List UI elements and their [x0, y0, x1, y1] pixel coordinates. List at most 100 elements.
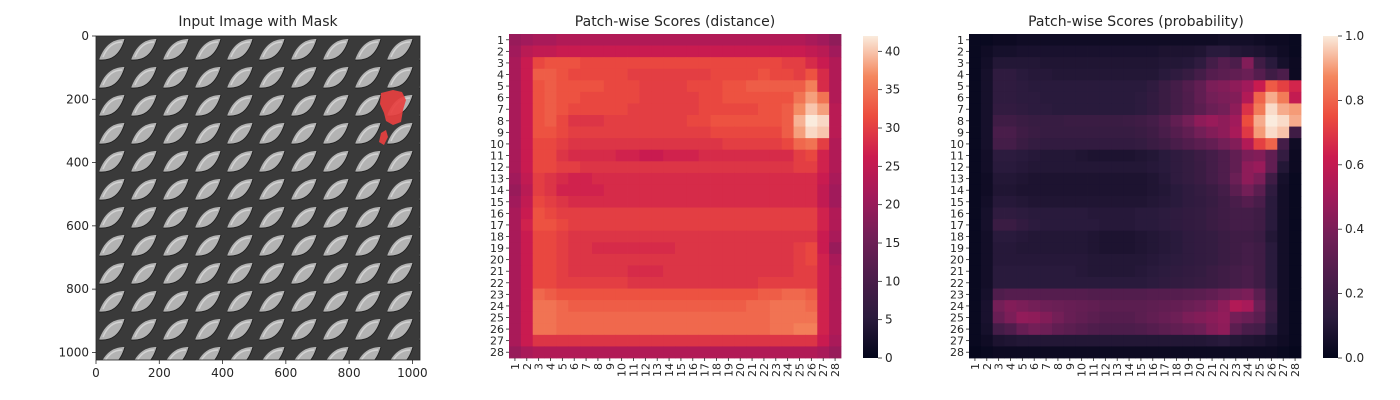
distance-cell [734, 149, 747, 162]
distance-cell [509, 196, 522, 208]
probability-cell [1087, 149, 1100, 162]
probability-ytick-label: 27 [950, 335, 964, 348]
probability-cell [1206, 161, 1219, 174]
probability-cell [1052, 57, 1065, 70]
probability-cell [1087, 230, 1100, 243]
image-xtick-label: 0 [92, 366, 100, 380]
distance-cell [520, 172, 534, 185]
probability-cell [1265, 126, 1278, 139]
probability-cell [1289, 311, 1302, 324]
probability-cell [1135, 265, 1148, 278]
distance-cell [603, 161, 617, 174]
probability-cell [1111, 207, 1124, 220]
probability-cell [1206, 288, 1219, 301]
distance-cell [544, 115, 557, 127]
probability-cell [1135, 149, 1148, 162]
probability-cell [1016, 138, 1029, 151]
probability-cell [1075, 300, 1088, 313]
distance-cell [509, 346, 522, 359]
probability-cell [1253, 115, 1266, 127]
probability-cell [1111, 288, 1124, 301]
distance-ytick-label: 17 [490, 219, 504, 232]
distance-xtick-label: 25 [794, 363, 807, 377]
probability-cell [1063, 149, 1077, 162]
image-ytick-label: 600 [66, 219, 89, 233]
probability-cell [1052, 68, 1065, 81]
probability-cell [1170, 253, 1183, 266]
anomaly-mask [379, 90, 406, 145]
probability-cell [1146, 184, 1160, 197]
distance-cell [675, 126, 688, 139]
probability-cell [1182, 346, 1195, 359]
probability-cell [1158, 161, 1171, 174]
distance-cell [734, 57, 747, 70]
distance-cell [544, 277, 557, 289]
probability-xtick-label: 6 [1028, 363, 1041, 370]
distance-cell [675, 230, 688, 243]
probability-cell [1146, 311, 1160, 324]
distance-cell [781, 277, 794, 289]
distance-cell [805, 172, 818, 185]
probability-cell [992, 300, 1005, 313]
distance-cell [592, 161, 605, 174]
probability-cell [1028, 346, 1041, 359]
probability-cell [1099, 115, 1112, 127]
image-ytick-label: 1000 [58, 345, 89, 359]
distance-ytick-label: 16 [490, 207, 504, 220]
distance-cell [544, 45, 557, 58]
distance-cell [746, 138, 759, 151]
probability-cell [1218, 68, 1231, 81]
distance-cell [686, 334, 700, 347]
probability-cell [1099, 103, 1112, 116]
probability-cell [969, 207, 982, 220]
probability-cell [1241, 346, 1254, 359]
distance-cell [544, 242, 557, 255]
distance-cell [710, 311, 723, 324]
probability-cell [1206, 265, 1219, 278]
distance-cell [758, 242, 771, 255]
distance-cell [651, 300, 664, 313]
probability-cell [1087, 277, 1100, 289]
probability-cell [1253, 242, 1266, 255]
distance-cell [793, 288, 806, 301]
distance-cell [556, 288, 569, 301]
probability-xtick-label: 14 [1123, 363, 1136, 377]
distance-cell [627, 103, 640, 116]
distance-cell [746, 346, 759, 359]
probability-cell [1229, 68, 1243, 81]
distance-cell [793, 57, 806, 70]
probability-cell [969, 277, 982, 289]
probability-cell [1241, 230, 1254, 243]
distance-cell [568, 34, 581, 46]
distance-cell [580, 334, 593, 347]
distance-cell [639, 253, 652, 266]
probability-cell [1004, 68, 1017, 81]
distance-xtick-label: 12 [639, 363, 652, 377]
distance-cell [627, 138, 640, 151]
probability-cell [1063, 184, 1077, 197]
distance-cell [817, 265, 830, 278]
probability-cell [969, 196, 982, 208]
distance-cell [592, 68, 605, 81]
probability-cell [1229, 230, 1243, 243]
probability-cell [1170, 196, 1183, 208]
probability-cell [1229, 115, 1243, 127]
distance-cell [793, 242, 806, 255]
distance-cell [520, 184, 534, 197]
distance-cell [817, 80, 830, 93]
probability-cell [1194, 334, 1207, 347]
probability-cell [1146, 207, 1160, 220]
distance-cell [627, 45, 640, 58]
probability-cell [1206, 346, 1219, 359]
distance-colorbar-tick-label: 0 [885, 351, 893, 365]
distance-cell [686, 138, 700, 151]
distance-cell [817, 277, 830, 289]
distance-ytick-label: 1 [497, 34, 504, 47]
probability-cell [1075, 80, 1088, 93]
distance-cell [817, 68, 830, 81]
probability-cell [1241, 103, 1254, 116]
probability-cell [1123, 172, 1136, 185]
distance-cell [639, 80, 652, 93]
probability-cell [1016, 242, 1029, 255]
probability-cell [1194, 68, 1207, 81]
